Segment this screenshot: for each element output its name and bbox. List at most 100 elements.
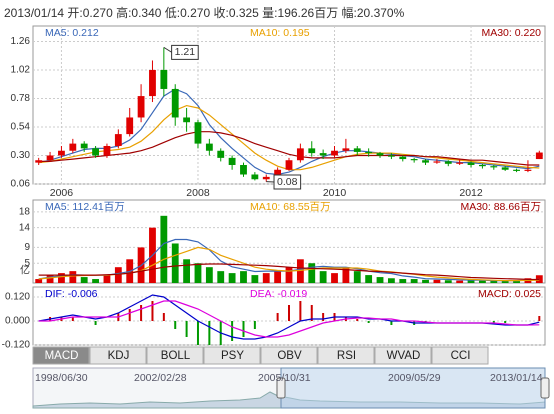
tab-label[interactable]: OBV xyxy=(277,350,302,362)
volume-bar xyxy=(319,271,327,283)
candle-body xyxy=(342,148,350,151)
volume-bar xyxy=(69,271,77,283)
navigator-date: 2005/10/31 xyxy=(258,372,311,384)
volume-bar xyxy=(205,267,213,283)
navigator-handle[interactable] xyxy=(540,377,550,399)
annotation: 0.08 xyxy=(277,176,298,188)
tab-label[interactable]: RSI xyxy=(337,350,356,362)
volume-bar xyxy=(342,267,350,283)
legend-entry: DEA: -0.019 xyxy=(250,288,307,300)
volume-bar xyxy=(160,215,168,283)
y-tick-label: 0.000 xyxy=(5,316,30,327)
navigator-date: 2002/02/28 xyxy=(134,372,187,384)
tab[interactable] xyxy=(146,346,204,365)
navigator-date: 2009/05/29 xyxy=(388,372,441,384)
navigator-handle[interactable] xyxy=(276,377,286,399)
tab[interactable] xyxy=(317,346,375,365)
ma-line xyxy=(38,131,540,166)
legend-entry: MA5: 112.41百万 xyxy=(45,201,125,213)
candle-body xyxy=(171,88,179,118)
volume-bar xyxy=(251,275,259,283)
tab-label[interactable]: PSY xyxy=(221,350,244,362)
y-tick-label: 14 xyxy=(19,222,31,233)
volume-bar xyxy=(513,280,520,283)
y-tick-label: 1.02 xyxy=(11,65,31,76)
tab[interactable] xyxy=(374,346,432,365)
ma-line xyxy=(38,88,540,176)
y-tick-label: 1.26 xyxy=(11,36,31,47)
annotation-box xyxy=(273,174,302,190)
candle-body xyxy=(479,164,486,167)
volume-bar xyxy=(46,275,54,283)
tab[interactable] xyxy=(89,346,147,365)
y-tick-label: 0.78 xyxy=(11,93,31,104)
tab[interactable] xyxy=(32,346,90,365)
candle-body xyxy=(126,117,134,135)
tab[interactable] xyxy=(203,346,261,365)
y-tick-label: 0.06 xyxy=(11,179,31,190)
tab-label[interactable]: CCI xyxy=(451,350,471,362)
candle-body xyxy=(296,148,304,161)
volume-bar xyxy=(285,267,293,283)
volume-bar xyxy=(103,275,111,283)
candle-body xyxy=(160,69,168,89)
candle-body xyxy=(228,157,236,165)
volume-bar xyxy=(92,279,99,283)
ma-line xyxy=(38,300,540,338)
volume-bar xyxy=(535,275,543,283)
volume-bar xyxy=(365,275,373,283)
candle-body xyxy=(46,155,54,161)
volume-bar xyxy=(114,267,122,283)
y-tick-label: -0.120 xyxy=(2,340,31,351)
legend-entry: DIF: -0.006 xyxy=(45,288,98,300)
navigator xyxy=(32,367,550,409)
y-tick-label: 5 xyxy=(24,258,30,269)
volume-bar xyxy=(501,281,509,283)
y-tick-label: 0.30 xyxy=(11,150,31,161)
candle-body xyxy=(35,160,43,163)
candle-body xyxy=(535,152,543,160)
tab[interactable] xyxy=(260,346,318,365)
volume-bar xyxy=(490,281,498,283)
y-tick-label: 9 xyxy=(24,242,30,253)
annotation: 1.21 xyxy=(175,46,196,58)
candle-body xyxy=(103,145,111,156)
navigator-date: 2013/01/14 xyxy=(490,372,543,384)
candle-body xyxy=(365,151,373,154)
candle-body xyxy=(69,143,77,151)
volume-bar xyxy=(467,280,475,283)
candle-body xyxy=(308,148,316,154)
candle-body xyxy=(353,148,361,152)
navigator-date: 1998/06/30 xyxy=(35,372,88,384)
volume-bar xyxy=(376,277,384,283)
candle-body xyxy=(137,96,145,118)
y-tick-label: 0.120 xyxy=(5,292,30,303)
volume-bar xyxy=(399,279,407,283)
legend-entry: MA30: 88.66百万 xyxy=(460,201,541,213)
volume-bar xyxy=(228,273,236,283)
tab-label[interactable]: WVAD xyxy=(387,350,421,362)
candle-body xyxy=(217,150,225,158)
volume-bar xyxy=(410,279,418,283)
volume-bar xyxy=(217,271,225,283)
candle-body xyxy=(399,156,407,160)
tab-label[interactable]: MACD xyxy=(45,350,79,362)
candle-body xyxy=(205,143,213,151)
tab-label[interactable]: BOLL xyxy=(161,350,191,362)
volume-bar xyxy=(387,278,395,283)
tab-label[interactable]: KDJ xyxy=(108,350,130,362)
volume-bar xyxy=(58,273,65,283)
axis-unit: 亿 xyxy=(20,264,30,277)
candle-body xyxy=(149,69,156,97)
volume-bar xyxy=(308,263,316,283)
candle-body xyxy=(274,169,282,177)
volume-bar xyxy=(171,243,179,283)
x-tick-label: 2008 xyxy=(186,187,210,199)
tab[interactable] xyxy=(431,346,489,365)
volume-bar xyxy=(183,259,191,283)
volume-bar xyxy=(296,259,304,283)
candle-body xyxy=(285,160,293,170)
candle-body xyxy=(524,169,532,171)
candle-body xyxy=(513,169,520,171)
